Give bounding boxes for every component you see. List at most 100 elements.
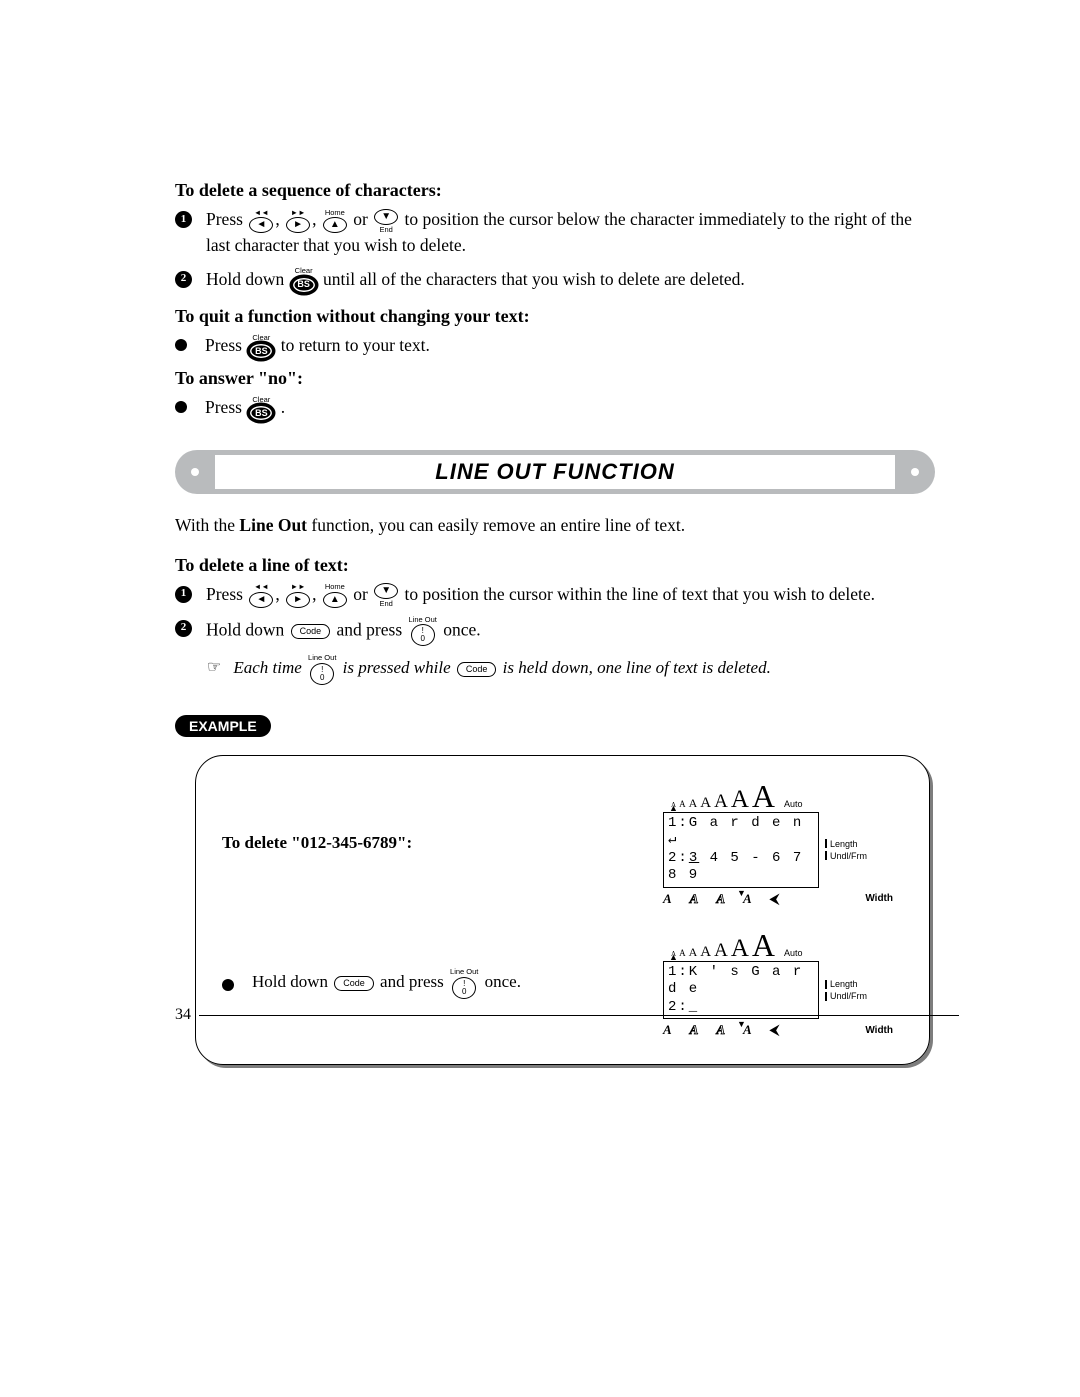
example-left: Hold down Code and press Line Out ! 0 on… bbox=[222, 968, 663, 999]
note-row: ☞ Each time Line Out ! 0 is pressed whil… bbox=[207, 654, 935, 685]
heading-answer-no: To answer "no": bbox=[175, 368, 935, 389]
t: and press bbox=[337, 619, 407, 639]
undlfrm: Undl/Frm bbox=[830, 991, 867, 1001]
c: , bbox=[312, 584, 321, 604]
lbl: ►► bbox=[291, 209, 306, 217]
bullet-dot bbox=[175, 401, 187, 413]
step-text: Press ◄◄ ◄ , ►► ► , Home ▲ or ▼ End to p… bbox=[206, 582, 935, 608]
key-bs: Clear BS bbox=[248, 396, 274, 423]
t: Hold down bbox=[206, 619, 289, 639]
bullet-dot bbox=[222, 979, 234, 991]
lbl: Clear bbox=[252, 334, 270, 342]
lcd-display-1: A A A A A A A Auto ▲ 1:G a r d e n ↵ 2:3… bbox=[663, 780, 903, 907]
heading-delete-line: To delete a line of text: bbox=[175, 555, 935, 576]
t: Press bbox=[206, 584, 247, 604]
key-left: ◄◄ ◄ bbox=[249, 583, 273, 608]
lcd-line1: 1:K ' s G a r d e bbox=[668, 964, 814, 999]
c: , bbox=[312, 209, 321, 229]
t: function, you can easily remove an entir… bbox=[307, 515, 685, 535]
lcd-top: A A A A A A A Auto bbox=[663, 929, 903, 961]
banner-text: LINE OUT FUNCTION bbox=[215, 455, 895, 489]
section-banner: LINE OUT FUNCTION bbox=[175, 450, 935, 494]
step-3-1: Press Clear BS . bbox=[175, 395, 935, 422]
g: BS bbox=[248, 404, 274, 422]
page-rule bbox=[199, 1015, 959, 1016]
example-title: To delete "012-345-6789": bbox=[222, 833, 412, 853]
step-4-1: 1 Press ◄◄ ◄ , ►► ► , Home ▲ or ▼ End to… bbox=[175, 582, 935, 608]
step-1-1: 1 Press ◄◄ ◄ , ►► ► , Home ▲ or ▼ End to… bbox=[175, 207, 935, 259]
t: Hold down bbox=[252, 972, 332, 991]
bullet-2: 2 bbox=[175, 271, 192, 288]
t: once. bbox=[485, 972, 521, 991]
bullet-2: 2 bbox=[175, 620, 192, 637]
lbl: ►► bbox=[291, 583, 306, 591]
g: BS bbox=[248, 342, 274, 360]
step-text: Press Clear BS . bbox=[205, 395, 935, 422]
b: Line Out bbox=[239, 515, 307, 535]
g: Code bbox=[291, 624, 331, 639]
lbl: Line Out bbox=[450, 968, 478, 976]
t: Press bbox=[205, 397, 246, 417]
z: 0 bbox=[420, 635, 424, 643]
a: A bbox=[690, 1022, 699, 1038]
key-down: ▼ End bbox=[374, 583, 398, 608]
t: Press bbox=[205, 335, 246, 355]
t: until all of the characters that you wis… bbox=[323, 269, 745, 289]
example-row-1: To delete "012-345-6789": A A A A A A A … bbox=[222, 780, 903, 907]
g: BS bbox=[291, 276, 317, 294]
lcd-bottom: A A A A ⮜ Width bbox=[663, 888, 893, 907]
step-text: Press ◄◄ ◄ , ►► ► , Home ▲ or ▼ End to p… bbox=[206, 207, 935, 259]
t: Press bbox=[206, 209, 247, 229]
g: ▼ bbox=[381, 212, 391, 222]
a: A bbox=[716, 891, 725, 907]
key-up: Home ▲ bbox=[323, 209, 347, 234]
page-content: To delete a sequence of characters: 1 Pr… bbox=[175, 180, 935, 1065]
t: to position the cursor within the line o… bbox=[405, 584, 875, 604]
z: 0 bbox=[462, 988, 466, 996]
step-text: Hold down Clear BS until all of the char… bbox=[206, 267, 935, 294]
c: , bbox=[275, 209, 284, 229]
bullet-1: 1 bbox=[175, 586, 192, 603]
or: or bbox=[353, 209, 372, 229]
g: ◄ bbox=[256, 220, 266, 230]
t: With the bbox=[175, 515, 239, 535]
key-down: ▼ End bbox=[374, 209, 398, 234]
key-lineout: Line Out ! 0 bbox=[409, 616, 437, 647]
lbl: ◄◄ bbox=[254, 209, 269, 217]
key-left: ◄◄ ◄ bbox=[249, 209, 273, 234]
t: once. bbox=[443, 619, 480, 639]
example-label: EXAMPLE bbox=[175, 715, 271, 737]
z: 0 bbox=[320, 674, 324, 682]
lbl: Home bbox=[325, 583, 345, 591]
c: , bbox=[275, 584, 284, 604]
g: Code bbox=[334, 976, 374, 991]
step-2-1: Press Clear BS to return to your text. bbox=[175, 333, 935, 360]
key-bs: Clear BS bbox=[248, 334, 274, 361]
auto: Auto bbox=[784, 948, 803, 958]
g: ► bbox=[293, 595, 303, 605]
bullet-dot bbox=[175, 339, 187, 351]
lcd-line1: 1:G a r d e n ↵ bbox=[668, 815, 814, 850]
g: ◄ bbox=[256, 595, 266, 605]
width: Width bbox=[865, 893, 893, 904]
note-icon: ☞ bbox=[207, 657, 221, 677]
key-right: ►► ► bbox=[286, 209, 310, 234]
t: . bbox=[281, 397, 285, 417]
lcd-top: A A A A A A A Auto bbox=[663, 780, 903, 812]
or: or bbox=[353, 584, 372, 604]
lbl: Line Out bbox=[409, 616, 437, 624]
t: Each time bbox=[233, 658, 306, 677]
lcd-screen: ▲ 1:G a r d e n ↵ 2:3 4 5 - 6 7 8 9 ▼ Le… bbox=[663, 812, 903, 888]
length: Length bbox=[830, 979, 858, 989]
g: Code bbox=[457, 662, 497, 677]
bullet-1: 1 bbox=[175, 211, 192, 228]
heading-delete-sequence: To delete a sequence of characters: bbox=[175, 180, 935, 201]
lcd-line2: 2:3 4 5 - 6 7 8 9 bbox=[668, 850, 803, 884]
lbl: End bbox=[379, 226, 392, 234]
key-code: Code bbox=[457, 662, 497, 677]
note-text: Each time Line Out ! 0 is pressed while … bbox=[233, 654, 770, 685]
step-4-2: 2 Hold down Code and press Line Out ! 0 … bbox=[175, 616, 935, 647]
t: Hold down bbox=[206, 269, 289, 289]
a: A bbox=[663, 1022, 672, 1038]
lbl: End bbox=[379, 600, 392, 608]
